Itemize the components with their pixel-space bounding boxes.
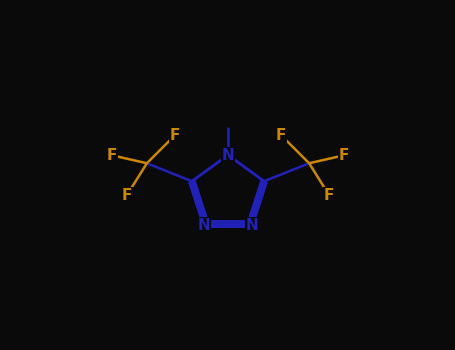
Text: F: F	[324, 188, 334, 203]
Text: N: N	[197, 218, 210, 233]
Text: F: F	[106, 148, 117, 163]
Text: N: N	[222, 147, 234, 162]
Text: F: F	[170, 128, 180, 143]
Text: N: N	[246, 218, 259, 233]
Text: F: F	[276, 128, 286, 143]
Text: N: N	[222, 147, 234, 162]
Text: F: F	[121, 188, 132, 203]
Text: N: N	[197, 218, 210, 233]
Text: N: N	[246, 218, 259, 233]
Text: F: F	[339, 148, 349, 163]
